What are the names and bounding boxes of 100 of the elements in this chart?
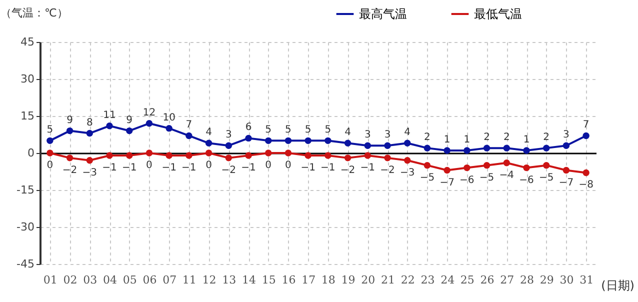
point — [324, 152, 332, 159]
data-label: 9 — [126, 114, 133, 126]
data-label: −7 — [558, 177, 574, 188]
point — [384, 142, 391, 149]
x-tick-label: 20 — [361, 274, 376, 286]
point — [46, 150, 54, 156]
point — [404, 140, 411, 146]
data-label: −2 — [340, 164, 356, 176]
data-label: 4 — [404, 127, 411, 138]
x-tick-label: 14 — [242, 274, 256, 286]
y-tick-label: 45 — [20, 36, 34, 48]
data-label: 2 — [503, 132, 510, 144]
data-label: −3 — [400, 167, 415, 178]
point — [46, 137, 54, 144]
data-label: −1 — [102, 162, 117, 174]
x-tick-label: 02 — [63, 274, 78, 286]
x-tick-label: 28 — [520, 274, 534, 286]
data-label: −1 — [182, 162, 196, 174]
x-tick-label: 27 — [500, 274, 514, 286]
point — [265, 137, 272, 144]
y-tick-label: 30 — [20, 72, 34, 86]
data-label: −1 — [122, 162, 137, 174]
data-label: −2 — [380, 164, 395, 176]
data-label: 1 — [464, 134, 470, 146]
point — [126, 127, 133, 134]
point — [225, 154, 232, 162]
point — [205, 150, 212, 156]
point — [483, 144, 490, 152]
data-label: 10 — [162, 112, 176, 124]
data-label: 5 — [285, 124, 292, 136]
y-tick-label: 15 — [20, 110, 34, 122]
x-tick-label: 26 — [480, 274, 494, 286]
data-label: −1 — [241, 162, 256, 174]
x-tick-label: 19 — [341, 274, 356, 286]
point — [562, 142, 570, 149]
x-tick-label: 03 — [83, 274, 98, 286]
x-tick-label: 17 — [302, 274, 316, 286]
data-label: −1 — [162, 162, 176, 174]
data-label: 11 — [103, 110, 116, 121]
x-tick-label: 31 — [580, 274, 594, 286]
point — [503, 160, 510, 166]
data-label: 2 — [543, 132, 550, 144]
data-label: 0 — [285, 160, 292, 171]
point — [265, 150, 272, 156]
point — [245, 152, 252, 159]
data-label: 5 — [265, 124, 272, 136]
data-label: 6 — [245, 122, 252, 134]
data-label: 1 — [523, 134, 530, 146]
data-label: −6 — [460, 174, 474, 186]
data-label: 4 — [206, 127, 212, 138]
y-axis-title: （气温：℃） — [0, 6, 68, 20]
point — [503, 144, 510, 152]
point — [364, 152, 371, 159]
legend-label: 最高气温 — [359, 7, 407, 21]
data-label: 5 — [46, 124, 54, 136]
point — [304, 137, 312, 144]
x-tick-label: 11 — [182, 274, 196, 286]
data-label: −4 — [499, 170, 514, 181]
point — [543, 162, 550, 169]
data-label: 3 — [563, 130, 570, 141]
data-label: 5 — [304, 124, 312, 136]
legend-label: 最低气温 — [474, 7, 522, 21]
y-tick-label: 0 — [28, 146, 34, 160]
x-axis-title: (日期) — [601, 278, 634, 292]
x-tick-label: 04 — [103, 274, 117, 286]
data-label: −1 — [320, 162, 336, 174]
point — [543, 144, 550, 152]
data-label: 3 — [364, 130, 371, 141]
point — [106, 152, 113, 159]
point — [146, 150, 153, 156]
point — [582, 169, 590, 176]
point — [444, 166, 450, 174]
point — [444, 147, 450, 154]
x-tick-label: 07 — [162, 274, 177, 286]
data-label: −1 — [300, 162, 316, 174]
point — [166, 152, 172, 159]
x-tick-label: 12 — [202, 274, 216, 286]
point — [523, 164, 530, 172]
point — [186, 152, 192, 159]
data-label: −5 — [479, 172, 494, 184]
point — [324, 137, 332, 144]
point — [126, 152, 133, 159]
point — [284, 150, 292, 156]
point — [146, 120, 153, 127]
data-label: −2 — [62, 164, 78, 176]
data-label: 0 — [206, 160, 212, 171]
data-label: 7 — [186, 120, 192, 131]
point — [86, 157, 93, 164]
point — [106, 122, 113, 130]
x-tick-label: 18 — [321, 274, 336, 286]
point — [582, 132, 590, 140]
data-label: −3 — [82, 167, 98, 178]
data-label: 3 — [384, 130, 391, 141]
point — [66, 154, 74, 162]
point — [562, 166, 570, 174]
x-tick-label: 29 — [540, 274, 554, 286]
x-tick-label: 30 — [560, 274, 574, 286]
x-tick-label: 01 — [43, 274, 58, 286]
x-tick-label: 06 — [142, 274, 157, 286]
point — [424, 144, 431, 152]
